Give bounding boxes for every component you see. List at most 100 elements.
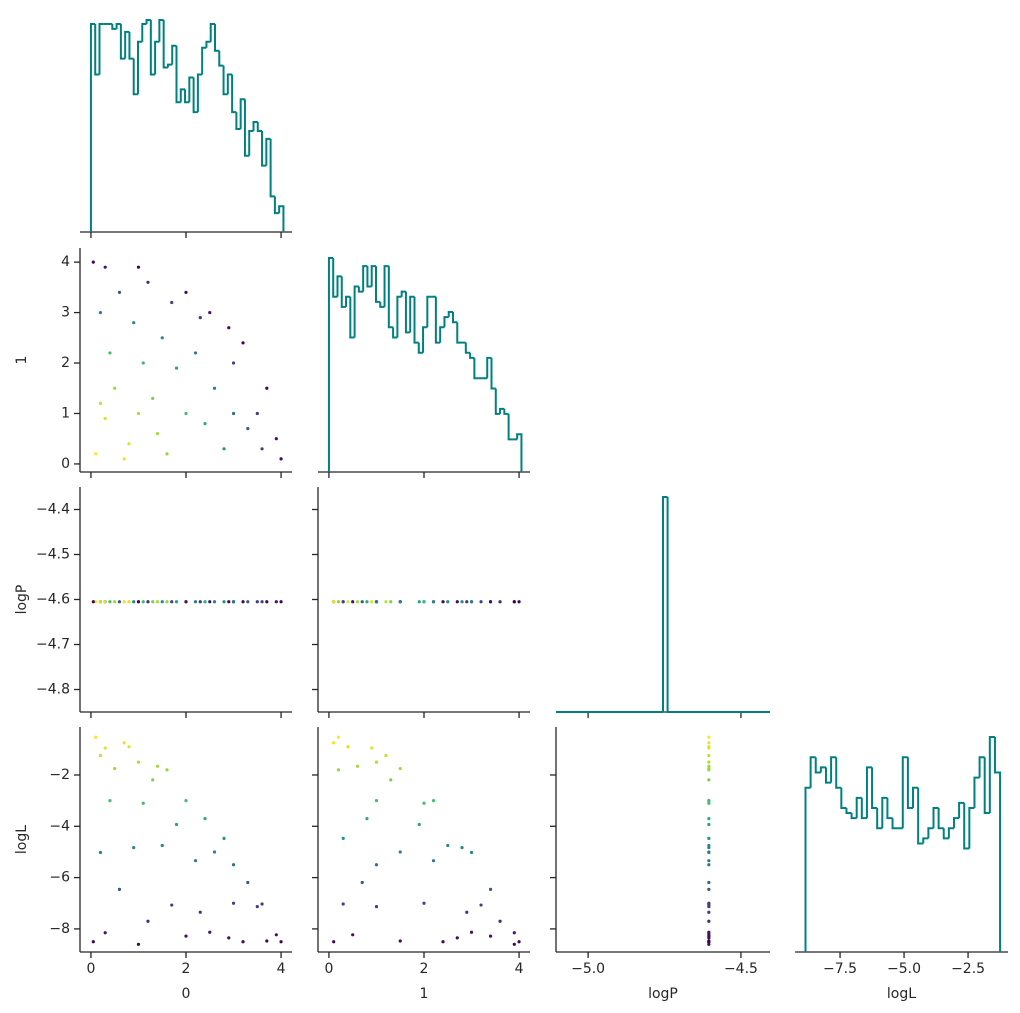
hist-bin — [662, 496, 668, 712]
hist-bin — [499, 407, 505, 414]
scatter-point — [193, 859, 198, 863]
hist-bin — [404, 291, 411, 334]
scatter-point — [155, 764, 160, 768]
scatter-point — [422, 801, 426, 805]
hist-bin — [162, 20, 168, 69]
hist-bin — [952, 817, 960, 829]
hist-bin — [141, 22, 147, 42]
hist-bin — [983, 757, 990, 815]
scatter-point — [174, 600, 179, 604]
hist-bin — [387, 266, 394, 329]
scatter-point — [255, 600, 259, 604]
scatter-point — [517, 940, 521, 944]
scatter-point — [113, 766, 117, 771]
hist-bin — [184, 89, 190, 104]
x-axis-label: logL — [887, 986, 916, 1002]
hist-bin — [374, 266, 381, 303]
scatter-point — [431, 799, 436, 803]
scatter-point — [227, 326, 231, 330]
x-tick-label: 4 — [515, 961, 524, 977]
hist-bin — [226, 73, 233, 95]
scatter-point — [170, 600, 174, 604]
scatter-point — [365, 600, 369, 604]
scatter-point — [98, 600, 103, 604]
hist-bin — [809, 756, 816, 788]
hist-bin — [932, 806, 939, 829]
hist-bin — [850, 813, 857, 820]
x-tick-label: −5.0 — [571, 961, 605, 977]
scatter-point — [113, 386, 117, 390]
x-tick-label: −7.5 — [823, 961, 857, 977]
hist-bin — [119, 23, 126, 60]
hist-bin — [256, 122, 263, 132]
hist-bin — [917, 787, 924, 845]
scatter-point — [707, 764, 711, 768]
scatter-point — [122, 457, 126, 461]
scatter-point — [141, 801, 145, 805]
scatter-point — [117, 600, 122, 604]
hist-bin — [978, 756, 985, 778]
scatter-point — [184, 934, 188, 938]
scatter-point — [160, 336, 164, 340]
scatter-point — [136, 760, 141, 764]
hist-bin — [327, 257, 334, 472]
hist-bin — [922, 837, 929, 844]
scatter-point — [707, 887, 711, 892]
scatter-point — [336, 768, 341, 772]
scatter-point — [146, 600, 150, 604]
scatter-point — [707, 863, 711, 867]
scatter-point — [91, 940, 95, 944]
scatter-point — [141, 600, 145, 604]
scatter-point — [151, 396, 155, 400]
hist-bin — [439, 326, 445, 343]
hist-bin — [434, 296, 441, 344]
hist-bin — [422, 326, 428, 353]
scatter-point — [160, 843, 164, 848]
hist-bin — [906, 757, 914, 809]
hist-bin — [366, 266, 372, 288]
hist-bin — [400, 290, 406, 297]
hist-bin — [503, 408, 509, 415]
hist-bin — [413, 296, 419, 344]
scatter-point — [498, 600, 502, 604]
hist-bin — [213, 23, 220, 52]
scatter-point — [707, 760, 711, 764]
scatter-point — [174, 822, 179, 827]
scatter-point — [332, 940, 336, 944]
scatter-point — [469, 930, 474, 934]
scatter-point — [103, 746, 107, 750]
y-tick-label: −8 — [49, 921, 70, 937]
scatter-point — [94, 600, 98, 604]
hist-bin — [196, 73, 203, 113]
scatter-point — [355, 600, 360, 604]
hist-bin — [201, 46, 207, 75]
scatter-point — [132, 600, 136, 604]
scatter-point — [160, 600, 164, 604]
scatter-point — [707, 741, 711, 745]
scatter-point — [122, 600, 126, 604]
scatter-point — [446, 600, 450, 604]
hist-bin — [188, 76, 194, 103]
hist-bin — [209, 22, 215, 42]
scatter-point — [146, 280, 150, 284]
scatter-point — [441, 600, 445, 604]
hist-bin — [855, 796, 862, 819]
scatter-point — [265, 600, 269, 604]
hist-bin — [937, 807, 944, 830]
hist-bin — [231, 74, 237, 114]
scatter-point — [707, 816, 711, 821]
scatter-point — [374, 600, 379, 604]
hist-bin — [507, 413, 513, 441]
scatter-point — [374, 799, 379, 803]
scatter-point — [108, 600, 112, 604]
scatter-point — [198, 600, 202, 604]
x-axis-label: 0 — [182, 986, 191, 1002]
x-tick-label: 4 — [277, 961, 286, 977]
scatter-point — [146, 919, 150, 923]
scatter-point — [332, 600, 336, 604]
x-tick-label: −2.5 — [951, 961, 985, 977]
hist-bin — [265, 137, 271, 166]
hist-bin — [835, 757, 842, 789]
scatter-point — [132, 845, 136, 850]
hist-bin — [98, 22, 104, 75]
